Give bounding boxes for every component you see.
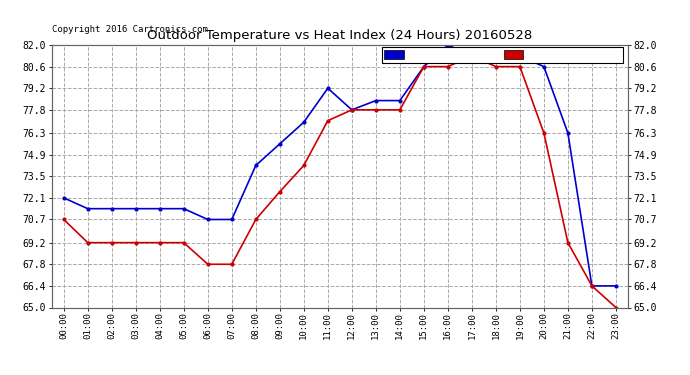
Title: Outdoor Temperature vs Heat Index (24 Hours) 20160528: Outdoor Temperature vs Heat Index (24 Ho… xyxy=(147,30,533,42)
Text: Copyright 2016 Cartronics.com: Copyright 2016 Cartronics.com xyxy=(52,25,208,34)
Legend: Heat Index  (°F), Temperature (°F): Heat Index (°F), Temperature (°F) xyxy=(382,47,623,63)
